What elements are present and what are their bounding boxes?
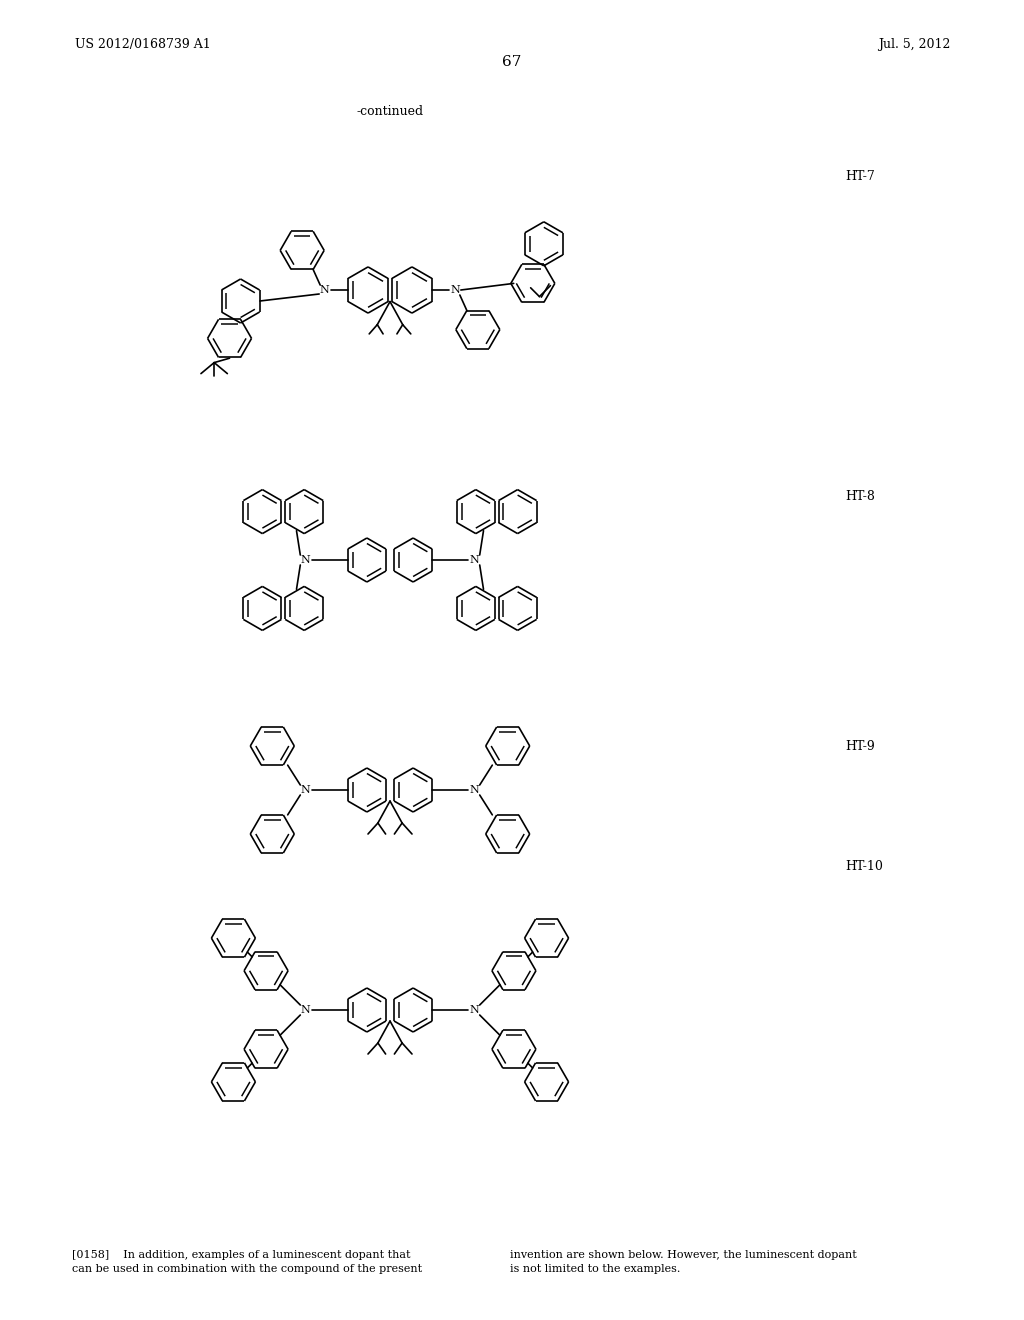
Text: N: N: [451, 285, 461, 294]
Text: N: N: [300, 554, 310, 565]
Text: -continued: -continued: [356, 106, 424, 117]
Text: Jul. 5, 2012: Jul. 5, 2012: [878, 38, 950, 51]
Text: N: N: [470, 1005, 479, 1015]
Text: N: N: [300, 1005, 310, 1015]
Text: N: N: [300, 785, 310, 795]
Text: US 2012/0168739 A1: US 2012/0168739 A1: [75, 38, 211, 51]
Text: HT-10: HT-10: [845, 861, 883, 873]
Text: N: N: [470, 554, 479, 565]
Text: HT-9: HT-9: [845, 741, 874, 752]
Text: HT-7: HT-7: [845, 170, 874, 183]
Text: [0158]    In addition, examples of a luminescent dopant that
can be used in comb: [0158] In addition, examples of a lumine…: [72, 1250, 422, 1274]
Text: N: N: [470, 785, 479, 795]
Text: HT-8: HT-8: [845, 490, 874, 503]
Text: 67: 67: [503, 55, 521, 69]
Text: invention are shown below. However, the luminescent dopant
is not limited to the: invention are shown below. However, the …: [510, 1250, 857, 1274]
Text: N: N: [319, 285, 329, 294]
